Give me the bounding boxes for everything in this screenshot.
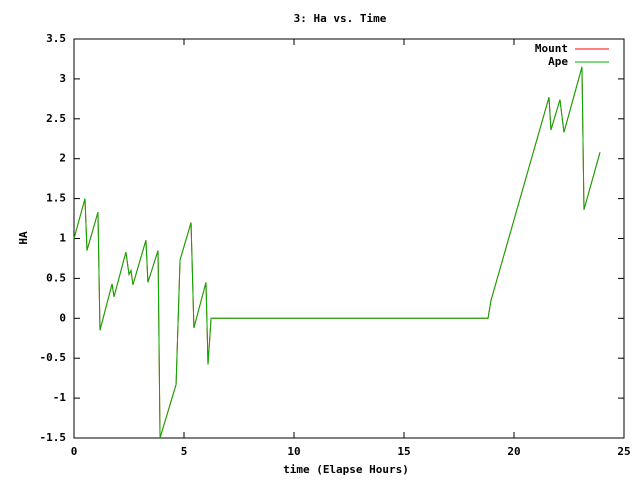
legend-label: Ape xyxy=(548,55,568,68)
x-tick-label: 15 xyxy=(397,445,410,458)
y-tick-label: 2.5 xyxy=(46,112,66,125)
x-tick-label: 25 xyxy=(617,445,630,458)
y-tick-label: 3.5 xyxy=(46,32,66,45)
y-tick-label: 2 xyxy=(59,152,66,165)
y-tick-label: 3 xyxy=(59,72,66,85)
legend-label: Mount xyxy=(535,42,568,55)
data-line xyxy=(73,66,601,439)
y-tick-label: 0 xyxy=(59,311,66,324)
x-tick-label: 5 xyxy=(181,445,188,458)
x-axis-label: time (Elapse Hours) xyxy=(283,463,409,476)
y-tick-label: 1.5 xyxy=(46,192,66,205)
y-tick-label: -0.5 xyxy=(40,351,67,364)
y-axis-label: HA xyxy=(17,231,30,245)
y-tick-label: -1 xyxy=(53,391,67,404)
y-tick-label: 1 xyxy=(59,232,66,245)
chart-title: 3: Ha vs. Time xyxy=(294,12,387,25)
x-tick-label: 10 xyxy=(287,445,300,458)
data-line xyxy=(73,66,601,439)
x-tick-label: 20 xyxy=(507,445,520,458)
y-tick-label: 0.5 xyxy=(46,271,66,284)
y-tick-label: -1.5 xyxy=(40,431,67,444)
x-tick-label: 0 xyxy=(71,445,78,458)
plot-frame xyxy=(73,38,625,439)
